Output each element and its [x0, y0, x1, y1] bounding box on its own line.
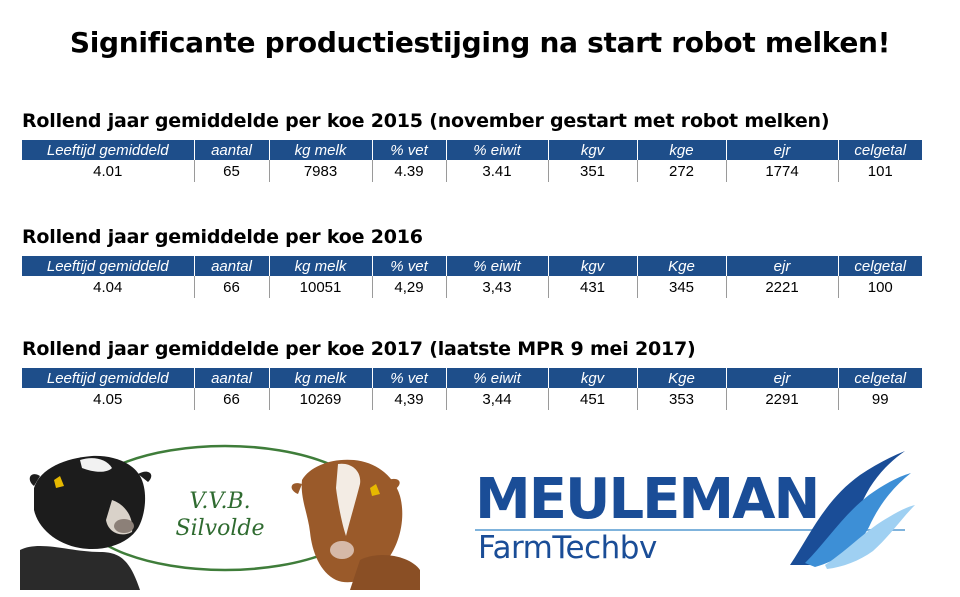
- header-cell: Leeftijd gemiddeld: [22, 256, 195, 276]
- table-cell: 99: [871, 390, 889, 408]
- section-title: Rollend jaar gemiddelde per koe 2016: [22, 226, 423, 248]
- table-cell: 2221: [726, 276, 839, 298]
- table-cell: 4.39: [372, 160, 447, 182]
- header-cell: celgetal: [838, 256, 922, 276]
- header-cell: % eiwit: [446, 256, 549, 276]
- header-cell: ejr: [726, 140, 839, 160]
- section-title: Rollend jaar gemiddelde per koe 2015 (no…: [22, 110, 830, 132]
- table-cell: 4,39: [372, 388, 447, 410]
- header-cell: kg melk: [269, 140, 373, 160]
- header-cell: Leeftijd gemiddeld: [22, 368, 195, 388]
- table-header-row: Leeftijd gemiddeld aantal kg melk % vet …: [22, 140, 922, 160]
- header-cell: Kge: [637, 256, 727, 276]
- table-row: 4.01 65 7983 4.39 3.41 351 272 1774 101: [22, 160, 922, 182]
- table-cell: 3.41: [446, 160, 549, 182]
- section-2016: Rollend jaar gemiddelde per koe 2016 Lee…: [22, 226, 922, 298]
- table-cell: 451: [548, 388, 638, 410]
- vvb-silvolde-text: V.V.B. Silvolde: [160, 488, 280, 542]
- header-cell: kge: [637, 140, 727, 160]
- table-cell: 10051: [269, 276, 373, 298]
- table-cell: 101: [867, 162, 893, 180]
- table-cell: 2291: [726, 388, 839, 410]
- red-cow-icon: [291, 459, 420, 590]
- table-cell: 1774: [726, 160, 839, 182]
- header-cell: ejr: [726, 256, 839, 276]
- header-cell: aantal: [194, 368, 270, 388]
- header-cell: % vet: [372, 368, 447, 388]
- header-cell: % vet: [372, 140, 447, 160]
- table-cell: 345: [637, 276, 727, 298]
- header-cell: kg melk: [269, 368, 373, 388]
- header-cell: % eiwit: [446, 368, 549, 388]
- header-cell: Kge: [637, 368, 727, 388]
- table-cell: 353: [637, 388, 727, 410]
- header-cell: kgv: [548, 140, 638, 160]
- table-cell: 66: [194, 276, 270, 298]
- table-cell: 100: [867, 278, 893, 296]
- table-cell: 4.05: [22, 388, 195, 410]
- header-cell: ejr: [726, 368, 839, 388]
- table-cell: 272: [637, 160, 727, 182]
- header-cell: Leeftijd gemiddeld: [22, 140, 195, 160]
- meuleman-logo-graphic: [475, 451, 915, 569]
- table-cell: 66: [194, 388, 270, 410]
- table-cell: 10269: [269, 388, 373, 410]
- section-title: Rollend jaar gemiddelde per koe 2017 (la…: [22, 338, 696, 360]
- table-cell: 4,29: [372, 276, 447, 298]
- stats-table: Leeftijd gemiddeld aantal kg melk % vet …: [22, 140, 922, 182]
- vvb-silvolde-logo: [20, 444, 420, 590]
- stats-table: Leeftijd gemiddeld aantal kg melk % vet …: [22, 256, 922, 298]
- table-row: 4.05 66 10269 4,39 3,44 451 353 2291 99: [22, 388, 922, 410]
- page-title: Significante productiestijging na start …: [69, 26, 891, 59]
- header-cell: % eiwit: [446, 140, 549, 160]
- header-cell: kgv: [548, 256, 638, 276]
- table-cell: 65: [194, 160, 270, 182]
- header-cell: celgetal: [838, 140, 922, 160]
- stats-table: Leeftijd gemiddeld aantal kg melk % vet …: [22, 368, 922, 410]
- club-name-line1: V.V.B.: [189, 489, 251, 514]
- black-cow-icon: [20, 455, 152, 590]
- company-subtitle: FarmTechbv: [478, 530, 657, 566]
- table-header-row: Leeftijd gemiddeld aantal kg melk % vet …: [22, 256, 922, 276]
- company-name: MEULEMAN: [475, 467, 820, 532]
- section-2015: Rollend jaar gemiddelde per koe 2015 (no…: [22, 110, 922, 182]
- table-cell: 3,43: [446, 276, 549, 298]
- header-cell: kgv: [548, 368, 638, 388]
- table-header-row: Leeftijd gemiddeld aantal kg melk % vet …: [22, 368, 922, 388]
- table-cell: 3,44: [446, 388, 549, 410]
- header-cell: aantal: [194, 256, 270, 276]
- table-row: 4.04 66 10051 4,29 3,43 431 345 2221 100: [22, 276, 922, 298]
- header-cell: kg melk: [269, 256, 373, 276]
- header-cell: celgetal: [838, 368, 922, 388]
- header-cell: % vet: [372, 256, 447, 276]
- header-cell: aantal: [194, 140, 270, 160]
- table-cell: 351: [548, 160, 638, 182]
- club-name-line2: Silvolde: [175, 516, 265, 541]
- table-cell: 4.04: [22, 276, 195, 298]
- table-cell: 4.01: [22, 160, 195, 182]
- wave-icon: [790, 451, 915, 569]
- section-2017: Rollend jaar gemiddelde per koe 2017 (la…: [22, 338, 922, 410]
- table-cell: 431: [548, 276, 638, 298]
- table-cell: 7983: [269, 160, 373, 182]
